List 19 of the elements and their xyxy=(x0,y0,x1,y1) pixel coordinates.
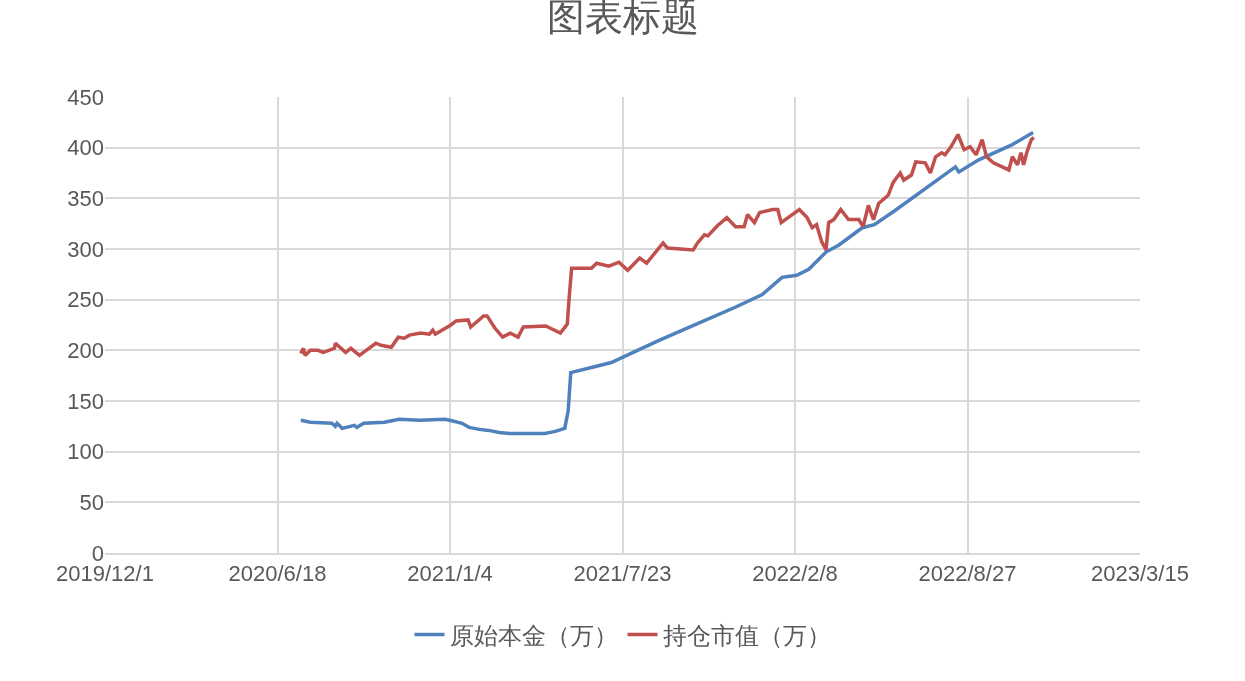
x-tick-label: 2021/1/4 xyxy=(407,561,493,587)
legend-label: 原始本金（万） xyxy=(449,621,618,649)
x-tick-label: 2021/7/23 xyxy=(573,561,672,587)
y-tick-label: 300 xyxy=(67,236,104,262)
legend-label: 持仓市值（万） xyxy=(662,621,831,649)
x-tick-label: 2020/6/18 xyxy=(228,561,327,587)
x-tick-label: 2023/3/15 xyxy=(1091,561,1189,587)
y-tick-label: 50 xyxy=(79,490,104,516)
y-tick-label: 400 xyxy=(67,135,104,161)
x-tick-label: 2022/2/8 xyxy=(752,561,838,587)
y-tick-label: 100 xyxy=(67,439,104,465)
y-tick-label: 200 xyxy=(67,338,104,364)
y-tick-label: 150 xyxy=(67,388,104,414)
y-tick-label: 450 xyxy=(67,84,104,110)
line-series xyxy=(299,130,1035,436)
y-tick-label: 350 xyxy=(67,186,104,212)
x-tick-label: 2022/8/27 xyxy=(918,561,1017,587)
y-tick-label: 250 xyxy=(67,287,104,313)
line-series xyxy=(299,132,1036,358)
